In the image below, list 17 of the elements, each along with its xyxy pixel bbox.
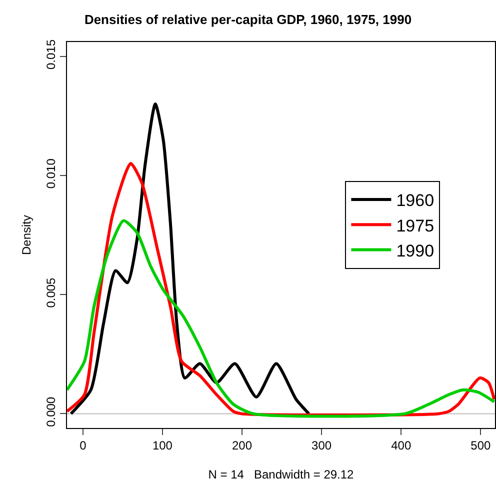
- x-tick-label: 500: [470, 438, 492, 452]
- x-axis-title: N = 14 Bandwidth = 29.12: [208, 467, 354, 482]
- y-tick-label: 0.015: [44, 39, 58, 70]
- y-tick-label: 0.005: [44, 277, 58, 308]
- x-tick-label: 300: [312, 438, 332, 452]
- x-tick-label: 0: [80, 438, 87, 452]
- legend-label: 1990: [396, 241, 434, 260]
- line-series: [69, 102, 310, 416]
- legend-label: 1960: [396, 191, 434, 210]
- legend-label: 1975: [396, 216, 434, 236]
- chart-title: Densities of relative per-capita GDP, 1960, 1975, 1990: [84, 12, 412, 27]
- y-tick-label: 0.010: [44, 158, 58, 189]
- x-tick-label: 200: [232, 438, 252, 452]
- y-axis-title: Density: [20, 214, 34, 256]
- x-tick-label: 100: [152, 438, 173, 452]
- x-tick-label: 400: [391, 438, 412, 452]
- y-tick-label: 0.000: [44, 396, 58, 427]
